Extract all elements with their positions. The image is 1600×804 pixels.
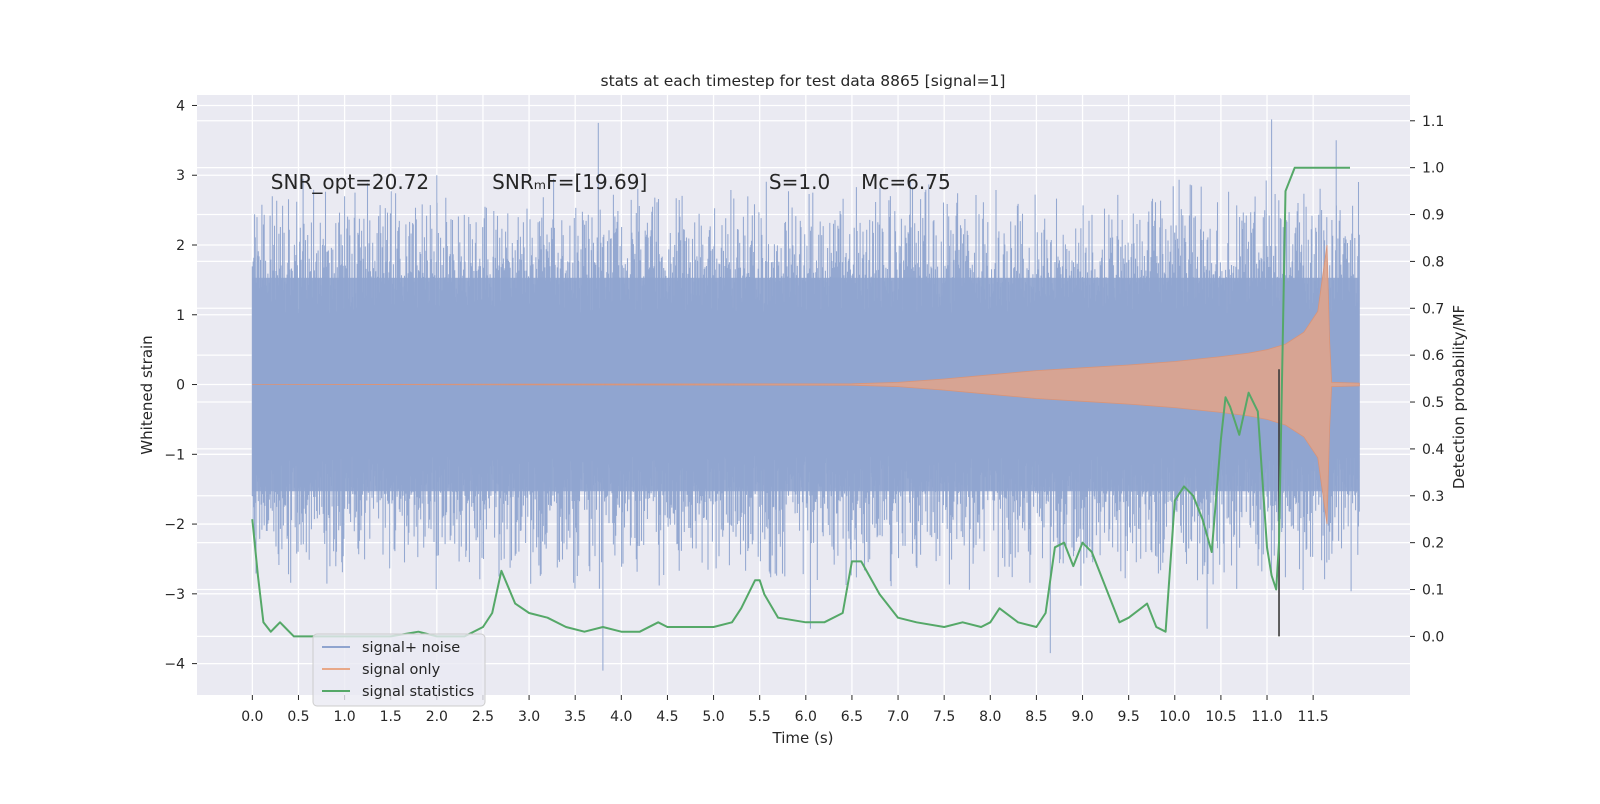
x-tick-label-4-5: 4.5	[656, 709, 678, 725]
y-right-tick-label-0-1: 0.1	[1422, 583, 1444, 599]
y-left-tick-layer: 4 3 2 1 0 −1 −2 −3 −4	[164, 98, 197, 673]
legend-label-stats: signal statistics	[362, 684, 474, 700]
x-tick-label-0-5: 0.5	[287, 709, 309, 725]
x-tick-label-2: 2.0	[426, 709, 448, 725]
x-tick-label-9-5: 9.5	[1118, 709, 1140, 725]
x-tick-label-3-5: 3.5	[564, 709, 586, 725]
x-tick-label-11: 11.0	[1251, 709, 1282, 725]
x-tick-label-11-5: 11.5	[1298, 709, 1329, 725]
legend-label-signal: signal only	[362, 662, 441, 678]
legend-box	[312, 633, 486, 707]
legend: signal+ noise signal only signal statist…	[312, 633, 486, 707]
y-axis-label-left: Whitened strain	[138, 335, 156, 454]
x-tick-label-2-5: 2.5	[472, 709, 494, 725]
x-tick-label-1-5: 1.5	[380, 709, 402, 725]
x-tick-label-10: 10.0	[1159, 709, 1190, 725]
x-tick-label-5-5: 5.5	[749, 709, 771, 725]
x-tick-label-8: 8.0	[979, 709, 1001, 725]
y-left-tick-label-2: 2	[176, 238, 185, 254]
y-right-tick-label-0: 0.0	[1422, 629, 1444, 645]
y-right-tick-label-0-5: 0.5	[1422, 395, 1444, 411]
y-right-tick-label-0-7: 0.7	[1422, 301, 1444, 317]
annotation-snr-opt: SNR_opt=20.72	[271, 170, 429, 194]
x-axis-label: Time (s)	[772, 729, 834, 747]
x-tick-label-9: 9.0	[1071, 709, 1093, 725]
y-left-tick-label-1: −1	[164, 447, 185, 463]
y-right-tick-label-0-2: 0.2	[1422, 536, 1444, 552]
y-right-tick-layer: 1.1 1.0 0.9 0.8 0.7 0.6 0.5 0.4 0.3 0.2 0.1 0.0	[1410, 114, 1444, 645]
y-right-tick-label-0-8: 0.8	[1422, 254, 1444, 270]
x-tick-label-1: 1.0	[333, 709, 355, 725]
legend-label-noise: signal+ noise	[362, 640, 460, 656]
x-tick-label-6: 6.0	[795, 709, 817, 725]
x-tick-layer: 0.0 0.5 1.0 1.5 2.0 2.5 3.0 3.5 4.0 4.5 5.0 5.5 6.0 6…	[241, 695, 1329, 725]
y-left-tick-label-4: 4	[176, 98, 185, 114]
annotation-layer: SNR_opt=20.72 SNRₘF=[19.69] S=1.0 Mc=6.75	[271, 170, 951, 194]
y-right-tick-label-0-9: 0.9	[1422, 208, 1444, 224]
y-left-tick-label-1: 1	[176, 308, 185, 324]
signal-layer	[252, 244, 1360, 525]
y-left-tick-label-2: −2	[164, 517, 185, 533]
y-axis-label-right: Detection probability/MF	[1450, 305, 1468, 489]
y-left-tick-label-0: 0	[176, 378, 185, 394]
y-left-tick-label-3: −3	[164, 587, 185, 603]
y-left-tick-label-3: 3	[176, 168, 185, 184]
y-right-tick-label-1-1: 1.1	[1422, 114, 1444, 130]
y-left-tick-label-4: −4	[164, 657, 185, 673]
annotation-s: S=1.0	[769, 170, 830, 194]
chart-title: stats at each timestep for test data 886…	[601, 72, 1006, 90]
y-right-tick-label-0-6: 0.6	[1422, 348, 1444, 364]
x-tick-label-8-5: 8.5	[1025, 709, 1047, 725]
x-tick-label-7: 7.0	[887, 709, 909, 725]
series-signal-only	[252, 244, 1360, 525]
annotation-mc: Mc=6.75	[861, 170, 951, 194]
x-tick-label-5: 5.0	[702, 709, 724, 725]
x-tick-label-6-5: 6.5	[841, 709, 863, 725]
x-tick-label-7-5: 7.5	[933, 709, 955, 725]
y-right-tick-label-1: 1.0	[1422, 161, 1444, 177]
x-tick-label-0: 0.0	[241, 709, 263, 725]
y-right-tick-label-0-3: 0.3	[1422, 489, 1444, 505]
y-right-tick-label-0-4: 0.4	[1422, 442, 1444, 458]
annotation-snr-mf: SNRₘF=[19.69]	[492, 170, 647, 194]
x-tick-label-10-5: 10.5	[1205, 709, 1236, 725]
x-tick-label-3: 3.0	[518, 709, 540, 725]
x-tick-label-4: 4.0	[610, 709, 632, 725]
